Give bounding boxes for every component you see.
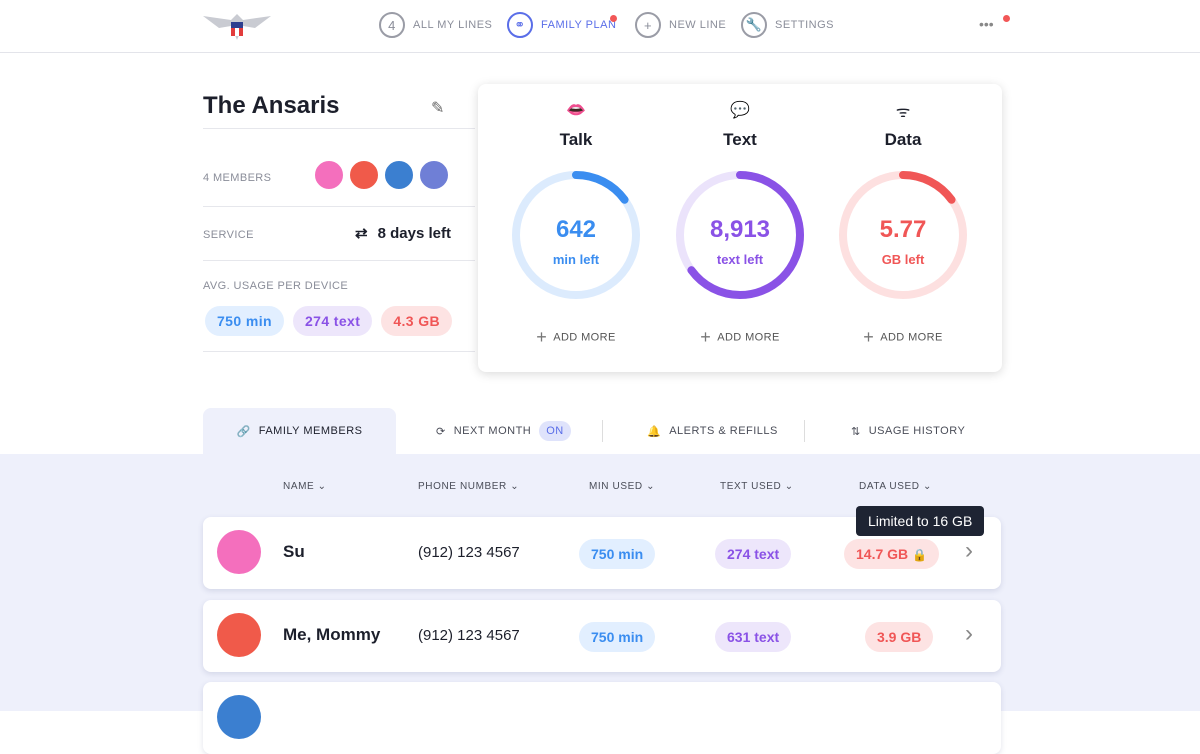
text-usage: 💬 Text 8,913 text left + ADD MORE xyxy=(655,84,825,347)
data-limit-tooltip: Limited to 16 GB xyxy=(856,506,985,536)
avatar[interactable] xyxy=(313,159,345,191)
member-name: Me, Mommy xyxy=(283,625,381,644)
add-more-data-button[interactable]: + ADD MORE xyxy=(863,327,943,347)
nav-label: ALL MY LINES xyxy=(413,19,493,31)
talk-ring xyxy=(512,171,640,299)
nav-new-line[interactable]: + NEW LINE xyxy=(635,12,726,38)
tab-bar: 🔗 FAMILY MEMBERS ⟳ NEXT MONTH ON 🔔 ALERTS & … xyxy=(203,408,1003,454)
lines-count-icon: 4 xyxy=(379,12,405,38)
service-row: SERVICE ⇄ 8 days left xyxy=(203,207,475,261)
lips-icon: 👄 xyxy=(566,102,586,119)
min-used: 750 min xyxy=(579,622,656,652)
usage-unit: GB left xyxy=(881,252,925,267)
wifi-icon: ᯤ xyxy=(895,104,911,121)
ring-progress xyxy=(512,171,640,299)
table-row[interactable] xyxy=(203,682,1001,754)
add-more-talk-button[interactable]: + ADD MORE xyxy=(536,327,616,347)
member-name: Su xyxy=(283,542,305,561)
next-month-toggle[interactable]: ON xyxy=(539,421,571,441)
data-usage: ᯤ Data 5.77 GB left + ADD MORE xyxy=(818,84,988,347)
refresh-icon: ⟳ xyxy=(436,425,446,438)
avg-usage-label: AVG. USAGE PER DEVICE xyxy=(203,280,349,292)
tab-family-members[interactable]: 🔗 FAMILY MEMBERS xyxy=(203,408,396,454)
sort-name[interactable]: NAME ⌄ xyxy=(283,481,327,492)
bell-icon: 🔔 xyxy=(647,425,662,438)
table-row[interactable]: Me, Mommy (912) 123 4567 750 min 631 tex… xyxy=(203,600,1001,672)
usage-title: Data xyxy=(884,130,922,149)
talk-usage: 👄 Talk 642 min left + ADD MORE xyxy=(491,84,661,347)
usage-title: Talk xyxy=(559,130,593,149)
chevron-right-icon[interactable]: › xyxy=(965,620,973,647)
data-used: 3.9 GB xyxy=(865,622,934,652)
edit-pencil-icon[interactable]: ✎ xyxy=(431,100,445,117)
eagle-logo[interactable] xyxy=(203,10,271,40)
ring-progress xyxy=(676,171,804,299)
lock-icon[interactable]: 🔒 xyxy=(912,548,927,562)
text-ring xyxy=(676,171,804,299)
nav-family-plan[interactable]: ⚭ FAMILY PLAN xyxy=(507,12,616,38)
usage-card: 👄 Talk 642 min left + ADD MORE 💬 Text 8,9… xyxy=(478,84,1002,372)
text-used: 274 text xyxy=(715,539,792,569)
sort-text[interactable]: TEXT USED ⌄ xyxy=(720,481,794,492)
avg-min-pill: 750 min xyxy=(205,306,284,336)
usage-value: 642 xyxy=(555,216,597,243)
family-name: The Ansaris xyxy=(203,92,340,119)
tab-next-month[interactable]: ⟳ NEXT MONTH ON xyxy=(436,408,571,454)
sort-min[interactable]: MIN USED ⌄ xyxy=(589,481,656,492)
phone-number: (912) 123 4567 xyxy=(418,544,520,561)
avatar[interactable] xyxy=(348,159,380,191)
nav-settings[interactable]: 🔧 SETTINGS xyxy=(741,12,834,38)
link-icon: ⚭ xyxy=(507,12,533,38)
avg-usage-row: AVG. USAGE PER DEVICE 750 min 274 text 4… xyxy=(203,261,475,352)
tab-alerts-refills[interactable]: 🔔 ALERTS & REFILLS xyxy=(647,425,778,438)
usage-value: 8,913 xyxy=(709,216,771,243)
usage-unit: min left xyxy=(552,252,600,267)
data-ring xyxy=(839,171,967,299)
notification-dot xyxy=(610,15,617,22)
nav-label: SETTINGS xyxy=(775,19,835,31)
usage-unit: text left xyxy=(716,252,764,267)
notification-dot xyxy=(1003,15,1010,22)
sort-data[interactable]: DATA USED ⌄ xyxy=(859,481,932,492)
avg-text-pill: 274 text xyxy=(292,306,373,336)
members-label: 4 MEMBERS xyxy=(203,172,272,184)
data-used: 14.7 GB 🔒 xyxy=(844,539,939,569)
sort-phone[interactable]: PHONE NUMBER ⌄ xyxy=(418,481,520,492)
nav-label: FAMILY PLAN xyxy=(541,19,617,31)
usage-title: Text xyxy=(723,130,757,149)
tab-usage-history[interactable]: ⇅ USAGE HISTORY xyxy=(851,425,966,438)
members-row: 4 MEMBERS xyxy=(203,145,475,207)
avatar xyxy=(217,530,261,574)
text-used: 631 text xyxy=(715,622,792,652)
avatar[interactable] xyxy=(418,159,450,191)
bar-chart-icon: ⇅ xyxy=(851,425,861,438)
nav-all-my-lines[interactable]: 4 ALL MY LINES xyxy=(379,12,492,38)
add-more-text-button[interactable]: + ADD MORE xyxy=(700,327,780,347)
phone-number: (912) 123 4567 xyxy=(418,627,520,644)
link-icon: 🔗 xyxy=(236,425,251,438)
avatar xyxy=(217,613,261,657)
usage-value: 5.77 xyxy=(879,216,927,243)
service-value: ⇄ 8 days left xyxy=(355,225,451,242)
avatar xyxy=(217,695,261,739)
top-nav: 4 ALL MY LINES ⚭ FAMILY PLAN + NEW LINE 🔧 SE… xyxy=(0,0,1200,53)
min-used: 750 min xyxy=(579,539,656,569)
more-menu-button[interactable]: ••• xyxy=(979,16,994,32)
renew-icon: ⇄ xyxy=(355,225,368,242)
avg-data-pill: 4.3 GB xyxy=(381,306,453,336)
chat-bubble-icon: 💬 xyxy=(730,102,750,119)
avatar[interactable] xyxy=(383,159,415,191)
wrench-icon: 🔧 xyxy=(741,12,767,38)
ring-progress xyxy=(839,171,967,299)
service-label: SERVICE xyxy=(203,229,254,241)
plus-icon: + xyxy=(635,12,661,38)
nav-label: NEW LINE xyxy=(669,19,727,31)
chevron-right-icon[interactable]: › xyxy=(965,537,973,564)
